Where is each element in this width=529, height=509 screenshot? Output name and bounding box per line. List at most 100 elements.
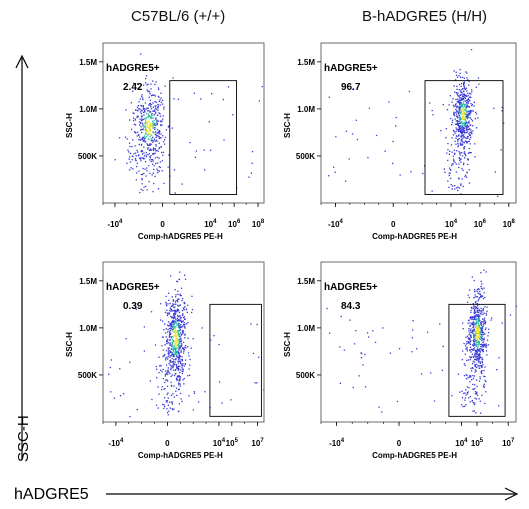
event-dot [475,324,477,326]
event-dot [459,118,461,120]
event-dot [459,126,461,128]
event-dot [477,355,479,358]
event-dot [176,394,178,396]
event-dot [145,130,147,133]
event-dot [483,383,485,385]
event-dot [483,375,485,377]
event-dot [468,147,470,150]
event-dot [177,365,180,367]
gate-rectangle [448,303,506,417]
event-dot [172,77,174,79]
event-dot [140,105,143,107]
event-dot [473,338,475,340]
event-dot [160,101,163,103]
event-dot [179,385,181,387]
event-dot [457,146,459,148]
event-dot [189,374,191,376]
event-dot [144,124,146,126]
event-dot [484,379,486,382]
event-dot [368,107,371,109]
event-dot [145,108,147,110]
event-dot [165,370,167,372]
event-dot [469,322,471,324]
event-dot [135,109,137,111]
event-dot [461,88,464,90]
event-dot [473,289,476,291]
event-dot [453,70,455,72]
event-dot [453,112,455,114]
event-dot [457,123,459,125]
event-dot [431,109,433,112]
column-title-humanized: B-hADGRE5 (H/H) [362,8,488,25]
event-dot [460,113,462,115]
event-dot [452,160,455,162]
event-dot [142,98,144,101]
event-dot [143,155,145,157]
event-dot [462,169,464,171]
event-dot [148,104,150,106]
event-dot [136,149,138,151]
event-dot [352,88,354,90]
event-dot [161,170,163,172]
event-dot [171,326,173,328]
event-dot [171,402,173,404]
event-dot [463,77,465,79]
event-dot [470,328,472,330]
event-dot [473,318,476,320]
event-dot [172,350,175,352]
event-dot [479,327,481,329]
event-dot [462,124,464,127]
event-dot [154,107,157,109]
y-axis-label: SSC-H [65,332,74,357]
event-dot [128,158,130,160]
event-dot [136,172,138,174]
event-dot [152,127,154,129]
event-dot [149,104,151,106]
event-dot [458,113,460,115]
event-dot [474,291,476,293]
event-dot [458,97,461,99]
event-dot [145,119,147,121]
event-dot [491,317,493,319]
event-dot [462,405,464,408]
event-dot [181,320,183,323]
event-dot [454,104,456,106]
event-dot [459,119,461,121]
event-dot [250,323,252,325]
event-dot [476,327,478,330]
event-dot [480,294,482,297]
event-dot [430,372,432,374]
event-dot [144,117,146,120]
event-dot [480,322,482,324]
event-dot [472,323,474,325]
event-dot [173,385,175,387]
event-dot [468,334,470,336]
event-dot [183,316,185,318]
event-dot [461,122,464,124]
event-dot [178,325,180,327]
event-dot [133,112,135,115]
event-dot [483,386,485,389]
event-dot [464,119,466,121]
event-dot [141,153,144,155]
event-dot [169,401,171,403]
event-dot [208,121,210,123]
event-dot [468,169,470,171]
event-dot [203,149,205,151]
event-dot [476,315,478,318]
event-dot [455,98,457,101]
event-dot [480,272,482,274]
event-dot [178,388,180,390]
event-dot [482,321,484,323]
event-dot [485,327,487,329]
event-dot [153,125,155,127]
event-dot [467,79,469,81]
event-dot [464,97,467,99]
event-dot [143,146,145,148]
event-dot [451,151,453,153]
event-dot [179,346,181,348]
event-dot [453,114,455,116]
event-dot [478,83,480,85]
event-dot [155,117,157,119]
